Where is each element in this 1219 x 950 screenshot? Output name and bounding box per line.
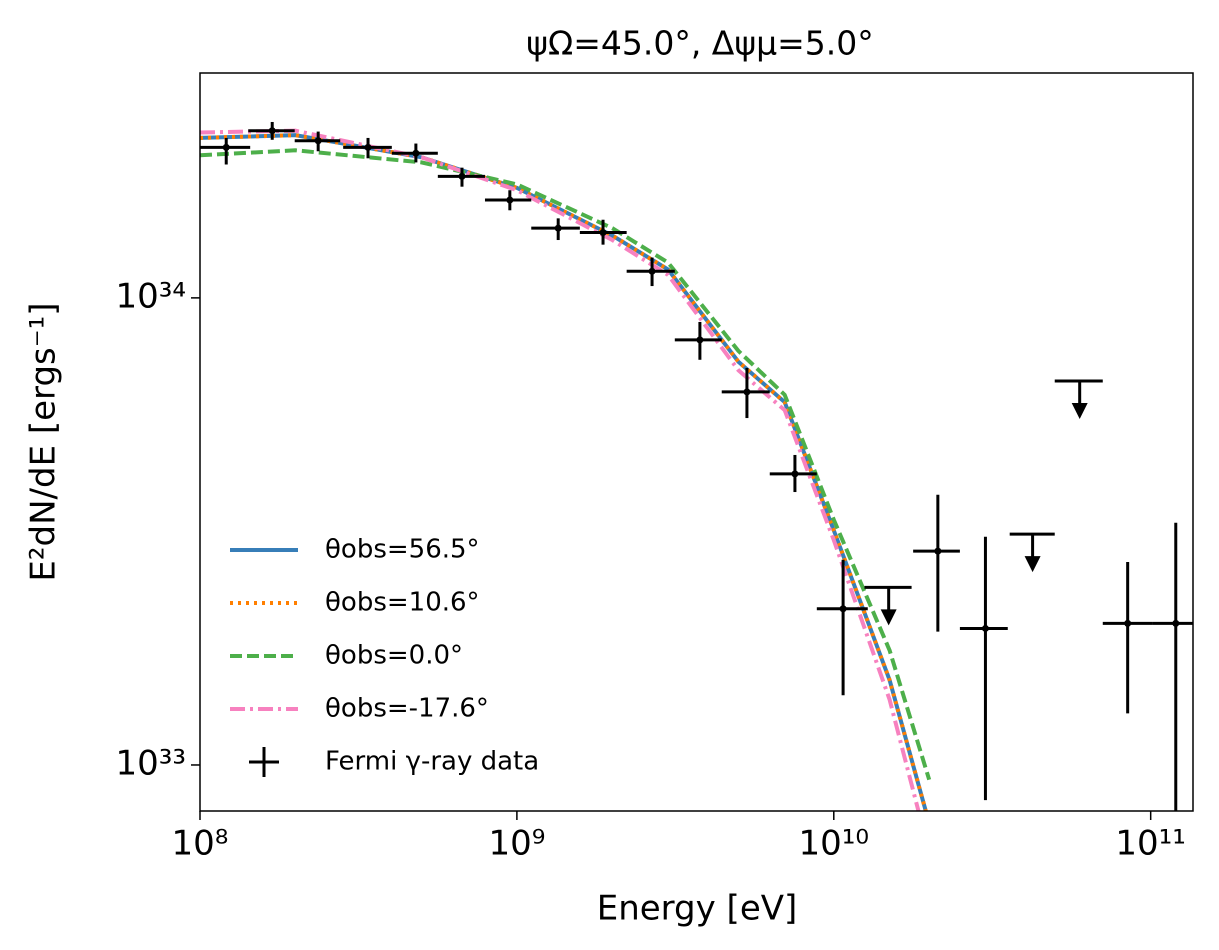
legend-label: θobs=56.5° (325, 535, 480, 565)
x-tick-label: 10¹¹ (1115, 824, 1186, 864)
legend-label: θobs=-17.6° (325, 694, 489, 724)
data-point (364, 143, 372, 151)
data-point (743, 388, 751, 396)
series-line (200, 148, 932, 781)
data-point (314, 137, 322, 145)
x-tick-label: 10¹⁰ (799, 824, 870, 864)
data-point (1172, 619, 1180, 627)
data-point (839, 605, 847, 613)
y-tick-label: 10³³ (115, 743, 186, 783)
data-point (981, 624, 989, 632)
upper-limit-arrow (880, 609, 897, 626)
axes-frame (199, 72, 1194, 812)
data-point (458, 172, 466, 180)
x-tick-label: 10⁹ (488, 824, 545, 864)
data-point (1124, 619, 1132, 627)
x-axis-label: Energy [eV] (597, 889, 798, 929)
upper-limit-arrow (1024, 556, 1041, 573)
y-tick-label: 10³⁴ (115, 276, 186, 316)
data-point (934, 547, 942, 555)
legend-label: θobs=10.6° (325, 588, 480, 618)
chart-title: ψΩ=45.0°, Δψμ=5.0° (526, 24, 874, 63)
data-point (791, 470, 799, 478)
data-point (554, 224, 562, 232)
y-axis-label: E²dN/dE [ergs⁻¹] (24, 302, 64, 581)
legend-label: θobs=0.0° (325, 641, 463, 671)
legend-label: Fermi γ-ray data (325, 747, 539, 777)
data-point (268, 127, 276, 135)
data-point (412, 149, 420, 157)
x-tick-label: 10⁸ (172, 824, 229, 864)
data-point (648, 267, 656, 275)
data-point (222, 143, 230, 151)
data-point (696, 336, 704, 344)
data-point (506, 196, 514, 204)
plot-area (200, 121, 1193, 811)
data-point (599, 229, 607, 237)
upper-limit-arrow (1071, 402, 1088, 419)
